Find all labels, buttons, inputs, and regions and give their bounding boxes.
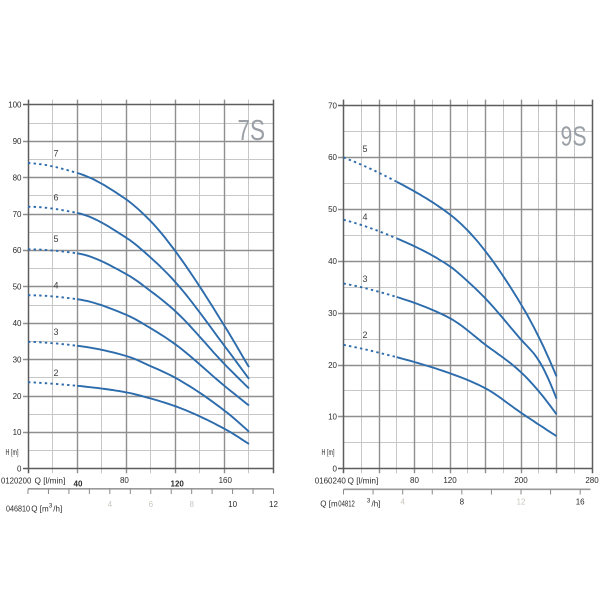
svg-text:H [m]: H [m] <box>322 447 335 457</box>
svg-text:6: 6 <box>149 500 154 509</box>
svg-text:4: 4 <box>400 498 405 507</box>
svg-text:16: 16 <box>576 498 585 507</box>
svg-text:9S: 9S <box>561 121 587 152</box>
svg-text:Q [m: Q [m <box>31 505 49 514</box>
svg-text:7S: 7S <box>238 115 266 147</box>
svg-text:Q [l/min]: Q [l/min] <box>348 476 379 485</box>
svg-text:40: 40 <box>13 319 22 328</box>
svg-text:280: 280 <box>585 476 599 485</box>
svg-text:0160240: 0160240 <box>315 476 347 485</box>
svg-text:/h]: /h] <box>372 499 381 508</box>
svg-text:3: 3 <box>367 497 371 504</box>
svg-text:50: 50 <box>13 283 22 292</box>
svg-text:30: 30 <box>328 309 337 318</box>
svg-text:80: 80 <box>120 476 129 485</box>
svg-text:12: 12 <box>269 500 278 509</box>
svg-text:40: 40 <box>74 479 83 488</box>
svg-text:120: 120 <box>171 479 185 488</box>
svg-text:5: 5 <box>53 234 58 244</box>
svg-text:30: 30 <box>13 355 22 364</box>
svg-text:70: 70 <box>328 101 337 110</box>
svg-text:5: 5 <box>362 144 367 154</box>
svg-text:160: 160 <box>219 476 233 485</box>
svg-text:8: 8 <box>189 500 194 509</box>
svg-text:90: 90 <box>13 137 22 146</box>
svg-text:20: 20 <box>328 361 337 370</box>
svg-text:04812: 04812 <box>338 499 355 508</box>
svg-text:70: 70 <box>13 210 22 219</box>
svg-text:4: 4 <box>362 212 367 222</box>
svg-text:120: 120 <box>443 476 457 485</box>
svg-text:10: 10 <box>228 500 237 509</box>
svg-text:4: 4 <box>53 281 58 291</box>
svg-text:/h]: /h] <box>53 505 62 514</box>
svg-text:Q [l/min]: Q [l/min] <box>35 476 66 485</box>
svg-text:046810: 046810 <box>6 505 30 514</box>
svg-text:3: 3 <box>53 327 58 337</box>
svg-text:80: 80 <box>13 173 22 182</box>
svg-text:3: 3 <box>49 503 53 510</box>
svg-text:50: 50 <box>328 205 337 214</box>
svg-text:100: 100 <box>8 101 22 110</box>
svg-text:0: 0 <box>17 465 22 474</box>
svg-text:10: 10 <box>328 413 337 422</box>
svg-text:20: 20 <box>13 392 22 401</box>
svg-text:200: 200 <box>514 476 528 485</box>
svg-text:40: 40 <box>328 257 337 266</box>
svg-text:6: 6 <box>53 193 58 203</box>
svg-text:12: 12 <box>517 498 526 507</box>
svg-text:8: 8 <box>460 498 465 507</box>
svg-text:2: 2 <box>362 330 367 340</box>
svg-text:7: 7 <box>53 149 58 159</box>
svg-text:4: 4 <box>108 500 113 509</box>
svg-text:2: 2 <box>53 368 58 378</box>
svg-text:60: 60 <box>13 246 22 255</box>
svg-text:Q [m: Q [m <box>320 499 338 508</box>
svg-text:80: 80 <box>410 476 419 485</box>
svg-text:0120200: 0120200 <box>1 476 32 485</box>
svg-text:H [m]: H [m] <box>6 447 19 457</box>
svg-text:60: 60 <box>328 153 337 162</box>
svg-text:0: 0 <box>333 465 338 474</box>
svg-text:3: 3 <box>362 274 367 284</box>
svg-text:10: 10 <box>13 428 22 437</box>
